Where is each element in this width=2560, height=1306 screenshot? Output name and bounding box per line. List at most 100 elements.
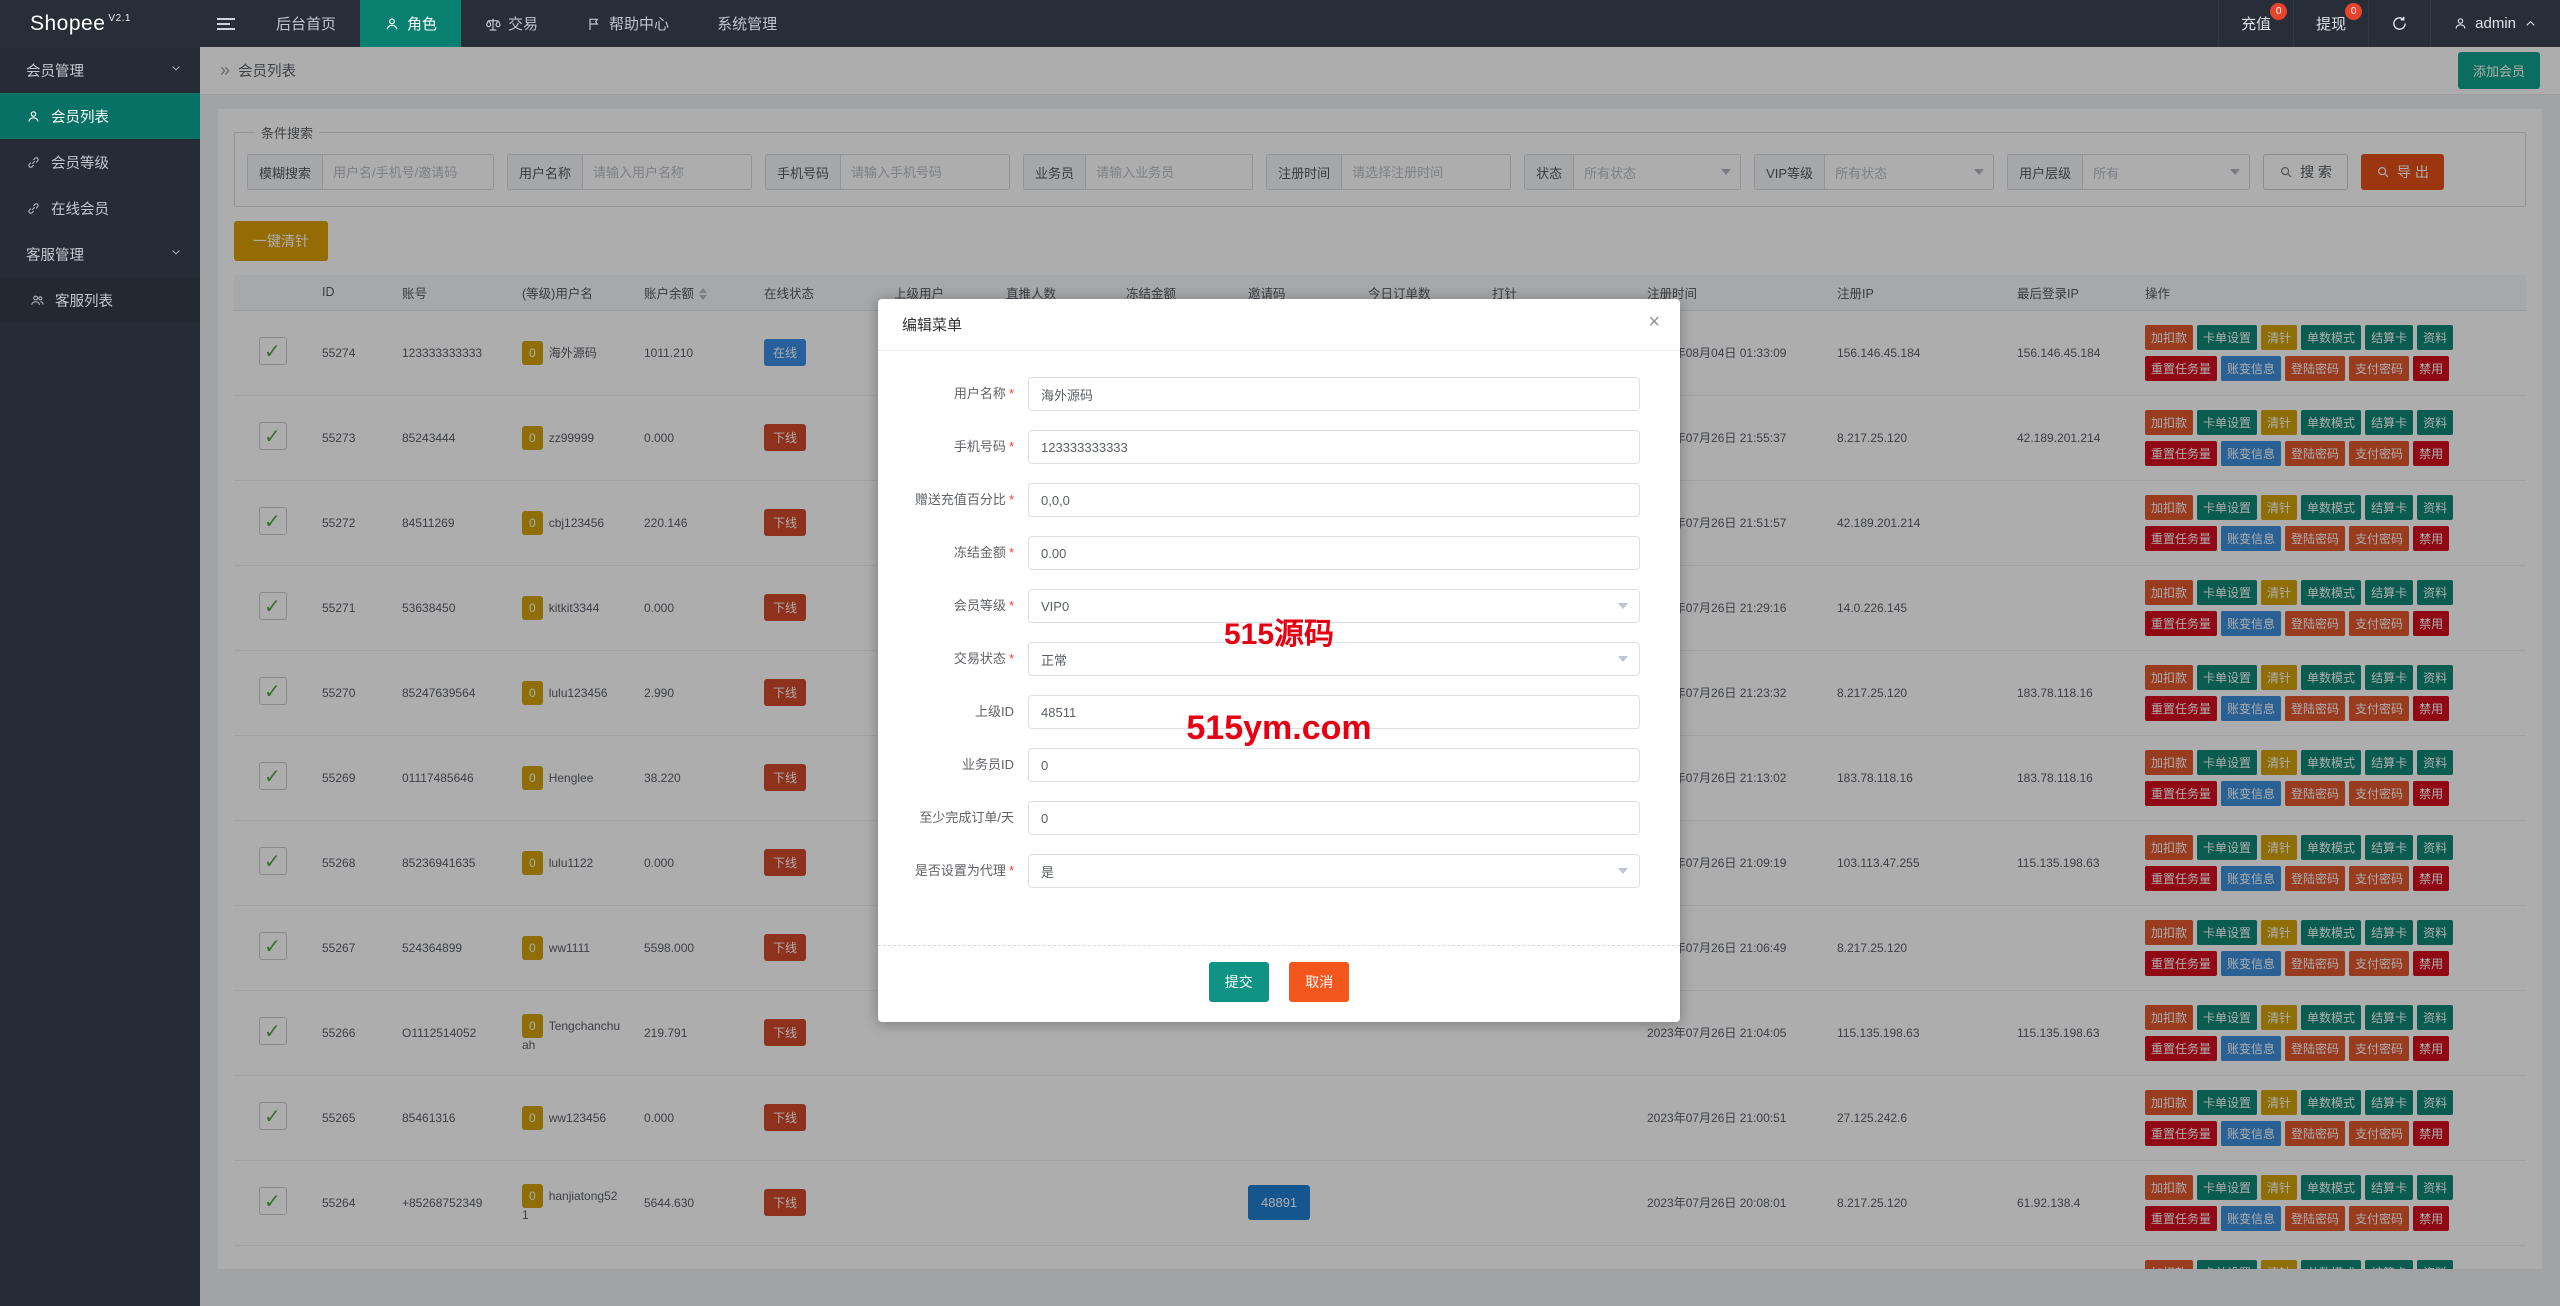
agent-id-field[interactable] [1028, 748, 1640, 782]
action-profile-button[interactable]: 资料 [2417, 834, 2454, 860]
row-checkbox[interactable]: ✓ [259, 932, 287, 960]
trade-status-select[interactable]: 正常 [1028, 642, 1640, 676]
action-balance-change-info-button[interactable]: 账变信息 [2221, 440, 2282, 466]
action-profile-button[interactable]: 资料 [2417, 1004, 2454, 1030]
action-settlement-card-button[interactable]: 结算卡 [2365, 494, 2414, 520]
export-button[interactable]: 导 出 [2360, 154, 2444, 190]
action-pay-password-button[interactable]: 支付密码 [2349, 525, 2410, 551]
action-order-count-mode-button[interactable]: 单数模式 [2301, 664, 2362, 690]
clear-needle-all-button[interactable]: 一键清针 [234, 221, 328, 261]
action-disable-button[interactable]: 禁用 [2413, 950, 2450, 976]
username-input[interactable] [583, 155, 752, 189]
fuzzy-search-input[interactable] [323, 155, 494, 189]
close-icon[interactable]: × [1648, 311, 1660, 333]
action-balance-change-info-button[interactable]: 账变信息 [2221, 865, 2282, 891]
action-add-deduct-button[interactable]: 加扣款 [2145, 409, 2194, 435]
action-disable-button[interactable]: 禁用 [2413, 440, 2450, 466]
username-field[interactable] [1028, 377, 1640, 411]
sidebar-group-service-management[interactable]: 客服管理 [0, 231, 200, 277]
action-login-password-button[interactable]: 登陆密码 [2285, 1120, 2346, 1146]
action-settlement-card-button[interactable]: 结算卡 [2365, 664, 2414, 690]
action-card-order-settings-button[interactable]: 卡单设置 [2197, 1004, 2258, 1030]
action-reset-task-volume-button[interactable]: 重置任务量 [2145, 355, 2218, 381]
column-header[interactable]: 账户余额 [634, 275, 754, 311]
action-card-order-settings-button[interactable]: 卡单设置 [2197, 919, 2258, 945]
action-clear-needle-button[interactable]: 清针 [2261, 494, 2298, 520]
row-checkbox[interactable]: ✓ [259, 847, 287, 875]
action-disable-button[interactable]: 禁用 [2413, 355, 2450, 381]
action-add-deduct-button[interactable]: 加扣款 [2145, 664, 2194, 690]
action-add-deduct-button[interactable]: 加扣款 [2145, 1089, 2194, 1115]
action-card-order-settings-button[interactable]: 卡单设置 [2197, 579, 2258, 605]
user-menu[interactable]: admin [2430, 0, 2560, 47]
action-reset-task-volume-button[interactable]: 重置任务量 [2145, 1120, 2218, 1146]
action-pay-password-button[interactable]: 支付密码 [2349, 780, 2410, 806]
row-checkbox[interactable]: ✓ [259, 337, 287, 365]
nav-tab-角色[interactable]: 角色 [360, 0, 462, 47]
action-order-count-mode-button[interactable]: 单数模式 [2301, 1174, 2362, 1200]
action-card-order-settings-button[interactable]: 卡单设置 [2197, 494, 2258, 520]
action-login-password-button[interactable]: 登陆密码 [2285, 1035, 2346, 1061]
nav-tab-帮助中心[interactable]: 帮助中心 [562, 0, 693, 47]
action-login-password-button[interactable]: 登陆密码 [2285, 695, 2346, 721]
action-profile-button[interactable]: 资料 [2417, 409, 2454, 435]
action-settlement-card-button[interactable]: 结算卡 [2365, 919, 2414, 945]
action-login-password-button[interactable]: 登陆密码 [2285, 610, 2346, 636]
action-login-password-button[interactable]: 登陆密码 [2285, 355, 2346, 381]
action-clear-needle-button[interactable]: 清针 [2261, 409, 2298, 435]
action-balance-change-info-button[interactable]: 账变信息 [2221, 1035, 2282, 1061]
action-pay-password-button[interactable]: 支付密码 [2349, 440, 2410, 466]
action-disable-button[interactable]: 禁用 [2413, 525, 2450, 551]
action-balance-change-info-button[interactable]: 账变信息 [2221, 1205, 2282, 1231]
row-checkbox[interactable]: ✓ [259, 592, 287, 620]
action-card-order-settings-button[interactable]: 卡单设置 [2197, 749, 2258, 775]
action-disable-button[interactable]: 禁用 [2413, 1205, 2450, 1231]
action-reset-task-volume-button[interactable]: 重置任务量 [2145, 525, 2218, 551]
sidebar-item-service-list[interactable]: 客服列表 [0, 277, 200, 323]
nav-tab-交易[interactable]: 交易 [461, 0, 562, 47]
submit-button[interactable]: 提交 [1208, 962, 1269, 1002]
action-profile-button[interactable]: 资料 [2417, 494, 2454, 520]
action-add-deduct-button[interactable]: 加扣款 [2145, 1004, 2194, 1030]
action-pay-password-button[interactable]: 支付密码 [2349, 695, 2410, 721]
action-pay-password-button[interactable]: 支付密码 [2349, 950, 2410, 976]
action-add-deduct-button[interactable]: 加扣款 [2145, 1174, 2194, 1200]
vip-select[interactable]: 所有状态 [1825, 155, 1993, 189]
action-clear-needle-button[interactable]: 清针 [2261, 1259, 2298, 1269]
action-card-order-settings-button[interactable]: 卡单设置 [2197, 324, 2258, 350]
row-checkbox[interactable]: ✓ [259, 1017, 287, 1045]
action-clear-needle-button[interactable]: 清针 [2261, 834, 2298, 860]
cancel-button[interactable]: 取消 [1289, 962, 1350, 1002]
action-profile-button[interactable]: 资料 [2417, 1174, 2454, 1200]
action-profile-button[interactable]: 资料 [2417, 1259, 2454, 1269]
action-profile-button[interactable]: 资料 [2417, 749, 2454, 775]
action-balance-change-info-button[interactable]: 账变信息 [2221, 355, 2282, 381]
action-balance-change-info-button[interactable]: 账变信息 [2221, 950, 2282, 976]
action-clear-needle-button[interactable]: 清针 [2261, 749, 2298, 775]
invite-code-button[interactable]: 48891 [1248, 1185, 1311, 1220]
action-settlement-card-button[interactable]: 结算卡 [2365, 1174, 2414, 1200]
action-disable-button[interactable]: 禁用 [2413, 1120, 2450, 1146]
action-pay-password-button[interactable]: 支付密码 [2349, 1120, 2410, 1146]
action-clear-needle-button[interactable]: 清针 [2261, 919, 2298, 945]
action-card-order-settings-button[interactable]: 卡单设置 [2197, 1089, 2258, 1115]
action-card-order-settings-button[interactable]: 卡单设置 [2197, 1259, 2258, 1269]
action-pay-password-button[interactable]: 支付密码 [2349, 865, 2410, 891]
action-reset-task-volume-button[interactable]: 重置任务量 [2145, 695, 2218, 721]
action-reset-task-volume-button[interactable]: 重置任务量 [2145, 950, 2218, 976]
phone-input[interactable] [841, 155, 1010, 189]
action-profile-button[interactable]: 资料 [2417, 1089, 2454, 1115]
action-reset-task-volume-button[interactable]: 重置任务量 [2145, 610, 2218, 636]
frozen-amount-field[interactable] [1028, 536, 1640, 570]
action-balance-change-info-button[interactable]: 账变信息 [2221, 525, 2282, 551]
action-disable-button[interactable]: 禁用 [2413, 1035, 2450, 1061]
action-clear-needle-button[interactable]: 清针 [2261, 1004, 2298, 1030]
member-level-select[interactable]: VIP0 [1028, 589, 1640, 623]
action-card-order-settings-button[interactable]: 卡单设置 [2197, 834, 2258, 860]
phone-field[interactable] [1028, 430, 1640, 464]
row-checkbox[interactable]: ✓ [259, 762, 287, 790]
action-settlement-card-button[interactable]: 结算卡 [2365, 749, 2414, 775]
action-pay-password-button[interactable]: 支付密码 [2349, 1205, 2410, 1231]
action-add-deduct-button[interactable]: 加扣款 [2145, 834, 2194, 860]
action-disable-button[interactable]: 禁用 [2413, 780, 2450, 806]
